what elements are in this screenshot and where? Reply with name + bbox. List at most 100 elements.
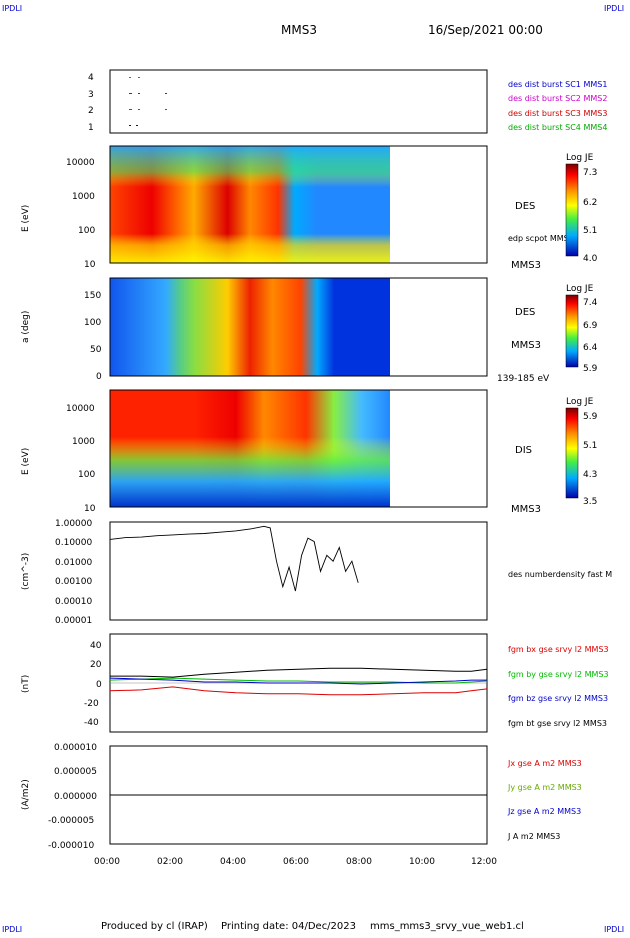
burst-marks (129, 77, 167, 126)
current-ytick: 0.000005 (54, 767, 97, 777)
x-tick: 00:00 (94, 857, 120, 867)
svg-text:Log JE: Log JE (566, 397, 594, 407)
des-energy-ytick: 1000 (72, 192, 95, 202)
des-energy-sc: MMS3 (511, 260, 541, 271)
des-energy-cbar-tick: 4.0 (583, 254, 598, 264)
des-energy-colorbar-gradient (565, 163, 579, 257)
density-ytick: 0.00100 (55, 577, 92, 587)
corner-tag-top-right: IPDLI (604, 4, 624, 13)
des-energy-cbar-tick: 5.1 (583, 226, 597, 236)
svg-text:Log JE: Log JE (566, 153, 594, 163)
density-ytick: 0.01000 (55, 558, 92, 568)
burst-legend: des dist burst SC1 MMS1 des dist burst S… (508, 80, 607, 132)
des-energy-ytick: 10 (84, 260, 96, 270)
dis-energy-ylabel: E (eV) (21, 448, 31, 475)
des-energy-ytick: 100 (78, 226, 95, 236)
x-tick: 06:00 (283, 857, 309, 867)
corner-tag-bottom-right: IPDLI (604, 925, 624, 934)
des-pitch-ytick: 150 (84, 291, 101, 301)
des-pitch-cbar-tick: 7.4 (583, 298, 598, 308)
dis-energy-sc: MMS3 (511, 504, 541, 515)
footer-filename: mms_mms3_srvy_vue_web1.cl (370, 921, 524, 932)
current-ytick: 0.000000 (54, 792, 97, 802)
des-energy-ytick: 10000 (66, 158, 95, 168)
magnetic-legend-item: fgm bx gse srvy l2 MMS3 (508, 645, 609, 654)
x-tick: 12:00 (471, 857, 497, 867)
spacecraft-title: MMS3 (281, 23, 317, 37)
current-ytick: -0.000010 (48, 841, 94, 851)
footer-printing-date: Printing date: 04/Dec/2023 (221, 921, 356, 932)
des-pitch-sc: MMS3 (511, 340, 541, 351)
des-pitch-ytick: 0 (96, 372, 102, 382)
burst-ytick: 1 (88, 123, 94, 133)
current-ytick: 0.000010 (54, 743, 97, 753)
svg-text:Log JE: Log JE (566, 284, 594, 294)
des-energy-cbar-tick: 7.3 (583, 168, 597, 178)
burst-ytick: 3 (88, 90, 94, 100)
current-legend-item: J A m2 MMS3 (507, 832, 560, 841)
des-pitch-cbar-tick: 6.9 (583, 321, 598, 331)
current-panel: (A/m2) 0.000010 0.000005 0.000000 -0.000… (21, 743, 582, 851)
current-legend-item: Jy gse A m2 MMS3 (507, 783, 582, 792)
burst-legend-item: des dist burst SC1 MMS1 (508, 80, 607, 89)
density-ytick: 0.00010 (55, 597, 92, 607)
dis-energy-ytick: 1000 (72, 437, 95, 447)
dis-energy-colorbar-gradient (565, 407, 579, 499)
magnetic-ytick: 40 (90, 641, 102, 651)
des-energy-colorbar: Log JE 7.3 6.2 5.1 4.0 (565, 153, 598, 264)
magnetic-legend-item: fgm by gse srvy l2 MMS3 (508, 670, 609, 679)
dis-energy-cbar-tick: 4.3 (583, 470, 597, 480)
burst-panel: 4 3 2 1 des dist burst SC1 MMS1 des dist… (88, 69, 607, 134)
des-pitch-cbar-tick: 6.4 (583, 343, 598, 353)
dis-energy-cbar-tick: 3.5 (583, 497, 597, 507)
bt-series-line (110, 667, 488, 678)
density-ytick: 0.10000 (55, 538, 92, 548)
density-ylabel: (cm^-3) (21, 553, 31, 590)
corner-tag-bottom-left: IPDLI (2, 925, 22, 934)
burst-legend-item: des dist burst SC3 MMS3 (508, 109, 607, 118)
magnetic-ytick: -40 (84, 718, 99, 728)
x-tick: 04:00 (220, 857, 246, 867)
footer-produced-by: Produced by cl (IRAP) (101, 921, 208, 932)
x-tick: 08:00 (346, 857, 372, 867)
magnetic-legend-item: fgm bz gse srvy l2 MMS3 (508, 694, 608, 703)
magnetic-ytick: 20 (90, 660, 102, 670)
x-tick: 10:00 (409, 857, 435, 867)
magnetic-ylabel: (nT) (21, 675, 31, 693)
current-ytick: -0.000005 (48, 816, 94, 826)
des-pitch-ytick: 50 (90, 345, 102, 355)
bx-series-line (109, 686, 488, 696)
burst-ytick: 4 (88, 73, 94, 83)
des-pitch-colorbar-gradient (565, 294, 579, 368)
density-series-line (109, 525, 359, 592)
density-panel: (cm^-3) 1.00000 0.10000 0.01000 0.00100 … (21, 519, 612, 626)
des-energy-overlay: edp scpot MMS3 (508, 234, 574, 243)
des-pitch-panel: a (deg) 150 100 50 0 DES MMS3 139-185 eV… (21, 277, 598, 384)
current-legend-item: Jz gse A m2 MMS3 (507, 807, 581, 816)
corner-tag-top-left: IPDLI (2, 4, 22, 13)
magnetic-ytick: 0 (96, 680, 102, 690)
dis-energy-cbar-tick: 5.1 (583, 441, 597, 451)
density-ytick: 0.00001 (55, 616, 92, 626)
des-pitch-cbar-tick: 5.9 (583, 364, 598, 374)
des-pitch-ylabel: a (deg) (21, 311, 31, 343)
current-legend-item: Jx gse A m2 MMS3 (507, 759, 582, 768)
magnetic-legend-item: fgm bt gse srvy l2 MMS3 (508, 719, 607, 728)
des-energy-cbar-tick: 6.2 (583, 198, 597, 208)
x-tick: 02:00 (157, 857, 183, 867)
dis-energy-label: DIS (515, 445, 532, 456)
des-pitch-ytick: 100 (84, 318, 101, 328)
des-pitch-label: DES (515, 307, 535, 318)
dis-energy-ytick: 100 (78, 470, 95, 480)
des-pitch-energy: 139-185 eV (497, 374, 550, 384)
density-ytick: 1.00000 (55, 519, 92, 529)
dis-energy-colorbar: Log JE 5.9 5.1 4.3 3.5 (565, 397, 598, 507)
by-series-line (109, 677, 488, 684)
burst-yticks: 4 3 2 1 (88, 73, 94, 133)
magnetic-panel: (nT) 40 20 0 -20 -40 fgm bx gse srvy l2 … (21, 633, 609, 733)
x-axis: 00:00 02:00 04:00 06:00 08:00 10:00 12:0… (94, 857, 497, 867)
dis-energy-ytick: 10000 (66, 404, 95, 414)
dis-energy-panel: E (eV) 10000 1000 100 10 DIS MMS3 Log JE… (21, 389, 598, 515)
des-energy-label: DES (515, 201, 535, 212)
